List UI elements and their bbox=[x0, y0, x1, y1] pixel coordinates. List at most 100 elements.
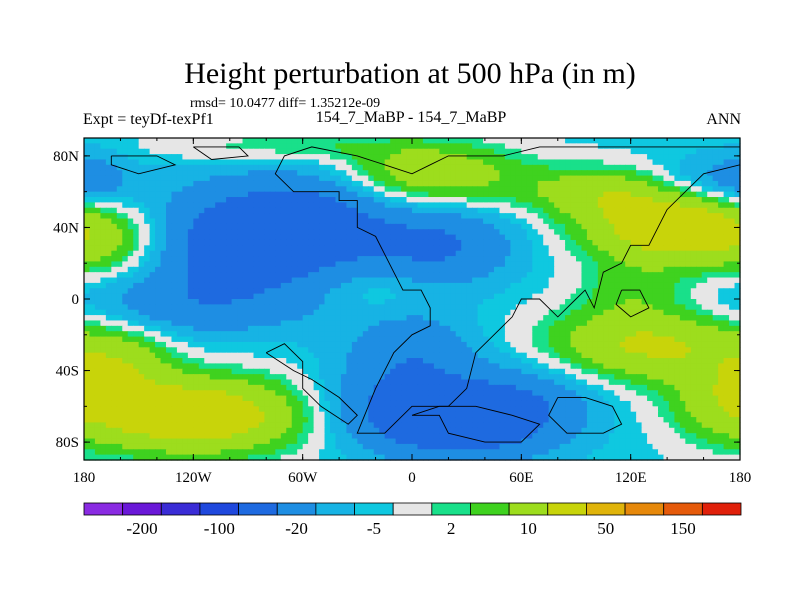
field-cell bbox=[543, 239, 550, 246]
field-cell bbox=[105, 170, 112, 177]
field-cell bbox=[330, 336, 337, 343]
field-cell bbox=[455, 191, 462, 198]
field-cell bbox=[160, 154, 167, 161]
field-cell bbox=[586, 331, 593, 338]
field-cell bbox=[685, 154, 692, 161]
field-cell bbox=[149, 272, 156, 279]
field-cell bbox=[548, 213, 555, 220]
field-cell bbox=[94, 218, 101, 225]
field-cell bbox=[614, 341, 621, 348]
field-cell bbox=[734, 341, 741, 348]
field-cell bbox=[198, 336, 205, 343]
field-cell bbox=[581, 239, 588, 246]
field-cell bbox=[275, 148, 282, 155]
field-cell bbox=[586, 143, 593, 150]
field-cell bbox=[412, 223, 419, 230]
field-cell bbox=[565, 320, 572, 327]
field-cell bbox=[428, 186, 435, 193]
field-cell bbox=[209, 148, 216, 155]
field-cell bbox=[94, 223, 101, 230]
field-cell bbox=[384, 299, 391, 305]
field-cell bbox=[401, 352, 408, 359]
field-cell bbox=[565, 159, 572, 166]
field-cell bbox=[248, 282, 255, 289]
field-cell bbox=[521, 347, 528, 354]
field-cell bbox=[302, 175, 309, 182]
field-cell bbox=[406, 250, 413, 257]
field-cell bbox=[444, 266, 451, 273]
field-cell bbox=[286, 347, 293, 354]
field-cell bbox=[319, 229, 326, 236]
field-cell bbox=[663, 213, 670, 220]
field-cell bbox=[258, 143, 265, 150]
field-cell bbox=[193, 175, 200, 182]
field-cell bbox=[313, 180, 320, 187]
field-cell bbox=[351, 256, 358, 263]
field-cell bbox=[619, 180, 626, 187]
field-cell bbox=[537, 288, 544, 295]
field-cell bbox=[149, 256, 156, 263]
field-cell bbox=[94, 336, 101, 343]
field-cell bbox=[647, 229, 654, 236]
field-cell bbox=[182, 138, 189, 144]
field-cell bbox=[417, 197, 424, 203]
field-cell bbox=[84, 154, 91, 161]
field-cell bbox=[144, 250, 151, 257]
field-cell bbox=[510, 170, 517, 177]
field-cell bbox=[253, 138, 260, 144]
field-cell bbox=[718, 299, 725, 305]
field-cell bbox=[357, 358, 364, 364]
field-cell bbox=[444, 250, 451, 257]
field-cell bbox=[696, 266, 703, 273]
field-cell bbox=[149, 213, 156, 220]
field-cell bbox=[215, 272, 222, 279]
field-cell bbox=[89, 154, 96, 161]
field-cell bbox=[94, 358, 101, 364]
field-cell bbox=[390, 282, 397, 289]
field-cell bbox=[543, 197, 550, 203]
field-cell bbox=[346, 186, 353, 193]
field-cell bbox=[215, 288, 222, 295]
field-cell bbox=[127, 309, 134, 316]
field-cell bbox=[521, 239, 528, 246]
field-cell bbox=[182, 331, 189, 338]
field-cell bbox=[357, 277, 364, 284]
field-cell bbox=[335, 245, 342, 252]
field-cell bbox=[412, 309, 419, 316]
field-cell bbox=[554, 299, 561, 305]
field-cell bbox=[488, 164, 495, 171]
field-cell bbox=[226, 315, 233, 322]
field-cell bbox=[84, 197, 91, 203]
field-cell bbox=[231, 218, 238, 225]
field-cell bbox=[373, 341, 380, 348]
field-cell bbox=[526, 277, 533, 284]
field-cell bbox=[379, 256, 386, 263]
field-cell bbox=[559, 293, 566, 300]
field-cell bbox=[483, 234, 490, 241]
field-cell bbox=[340, 143, 347, 150]
field-cell bbox=[504, 239, 511, 246]
field-cell bbox=[253, 277, 260, 284]
field-cell bbox=[280, 148, 287, 155]
field-cell bbox=[362, 347, 369, 354]
field-cell bbox=[237, 213, 244, 220]
field-cell bbox=[707, 175, 714, 182]
field-cell bbox=[269, 277, 276, 284]
field-cell bbox=[248, 143, 255, 150]
field-cell bbox=[455, 197, 462, 203]
field-cell bbox=[133, 266, 140, 273]
field-cell bbox=[319, 358, 326, 364]
field-cell bbox=[428, 234, 435, 241]
field-cell bbox=[362, 218, 369, 225]
field-cell bbox=[84, 309, 91, 316]
field-cell bbox=[723, 180, 730, 187]
field-cell bbox=[313, 202, 320, 209]
field-cell bbox=[94, 325, 101, 332]
field-cell bbox=[116, 336, 123, 343]
field-cell bbox=[532, 320, 539, 327]
field-cell bbox=[444, 358, 451, 364]
field-cell bbox=[428, 202, 435, 209]
field-cell bbox=[187, 180, 194, 187]
field-cell bbox=[428, 191, 435, 198]
field-cell bbox=[614, 250, 621, 257]
